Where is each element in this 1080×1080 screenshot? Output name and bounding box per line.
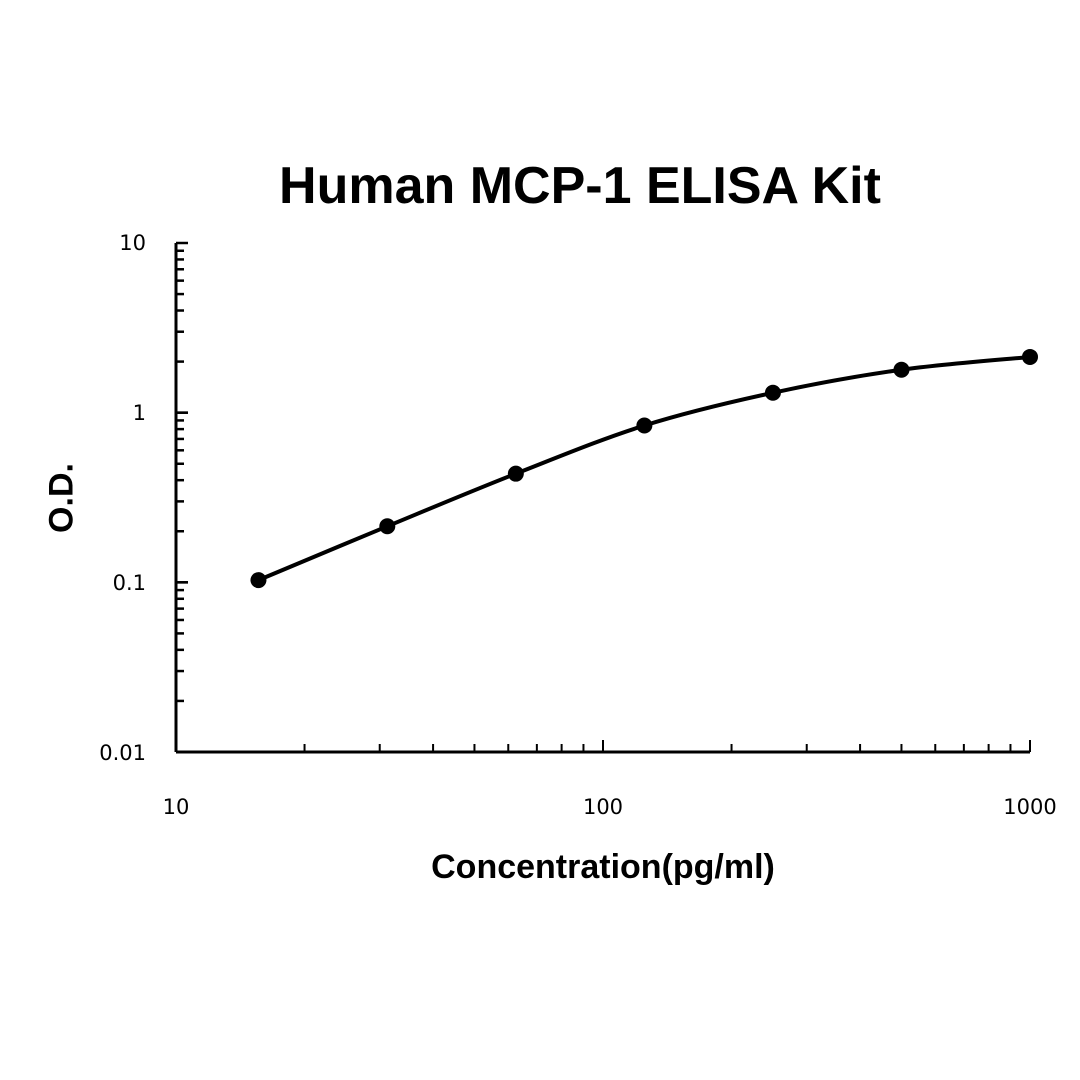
y-tick-label: 1 bbox=[132, 401, 146, 425]
x-axis-label: Concentration(pg/ml) bbox=[431, 848, 775, 886]
chart-title: Human MCP-1 ELISA Kit bbox=[279, 157, 881, 215]
x-tick-label: 100 bbox=[582, 795, 624, 819]
y-tick-label: 10 bbox=[119, 231, 146, 255]
data-point-marker bbox=[764, 384, 781, 401]
standard-curve-line bbox=[257, 354, 1031, 583]
x-tick-label: 1000 bbox=[1003, 795, 1057, 819]
y-tick-label: 0.01 bbox=[99, 741, 146, 765]
data-point-marker bbox=[1022, 348, 1038, 365]
data-point-marker bbox=[507, 465, 524, 482]
data-point-marker bbox=[636, 417, 653, 434]
data-point-marker bbox=[893, 361, 910, 378]
y-tick-label: 0.1 bbox=[112, 571, 146, 595]
data-point-marker bbox=[379, 518, 396, 535]
data-point-marker bbox=[250, 572, 267, 589]
x-tick-label: 10 bbox=[162, 795, 190, 819]
